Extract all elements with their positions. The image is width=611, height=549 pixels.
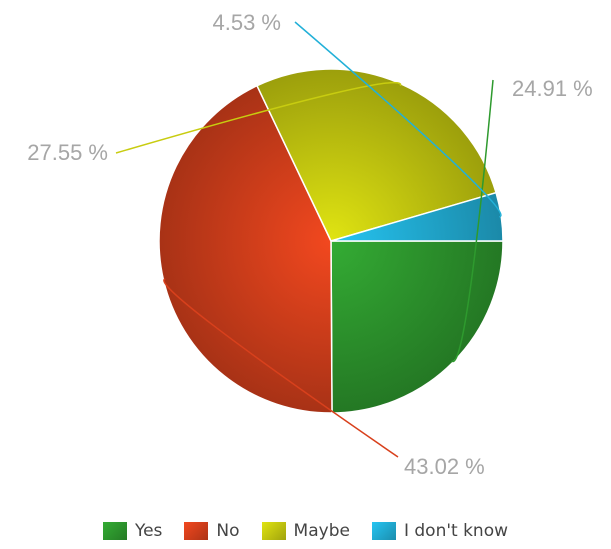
legend-item-maybe[interactable]: Maybe xyxy=(261,521,350,541)
legend: Yes No Maybe I don't know xyxy=(0,519,611,543)
slice-label-maybe: 27.55 % xyxy=(27,140,108,165)
slice-label-yes: 24.91 % xyxy=(512,76,593,101)
legend-item-yes[interactable]: Yes xyxy=(102,521,163,541)
slice-label-no: 43.02 % xyxy=(404,454,485,479)
legend-item-i-dont-know[interactable]: I don't know xyxy=(371,521,509,541)
legend-label-i-dont-know: I don't know xyxy=(403,521,509,541)
pie-slice-maybe[interactable] xyxy=(256,68,498,242)
legend-swatch-no xyxy=(184,522,209,540)
slices-layer xyxy=(158,68,504,414)
connector-no xyxy=(163,278,399,458)
labels-layer: 24.91 % 43.02 % 27.55 % 4.53 % xyxy=(27,10,592,479)
connector-maybe xyxy=(115,81,402,154)
pie-slice-no[interactable] xyxy=(158,84,333,414)
legend-label-yes: Yes xyxy=(134,521,163,541)
connectors-layer xyxy=(115,21,502,458)
pie-slice-yes[interactable] xyxy=(330,240,504,414)
legend-item-no[interactable]: No xyxy=(184,521,240,541)
legend-label-no: No xyxy=(216,521,240,541)
legend-swatch-i-dont-know xyxy=(371,522,396,540)
legend-label-maybe: Maybe xyxy=(293,521,350,541)
legend-swatch-maybe xyxy=(261,522,286,540)
connector-i-don-t-know xyxy=(294,21,502,218)
legend-swatch-yes xyxy=(102,522,127,540)
connector-yes xyxy=(451,79,494,363)
slice-label-i-don-t-know: 4.53 % xyxy=(213,10,282,35)
